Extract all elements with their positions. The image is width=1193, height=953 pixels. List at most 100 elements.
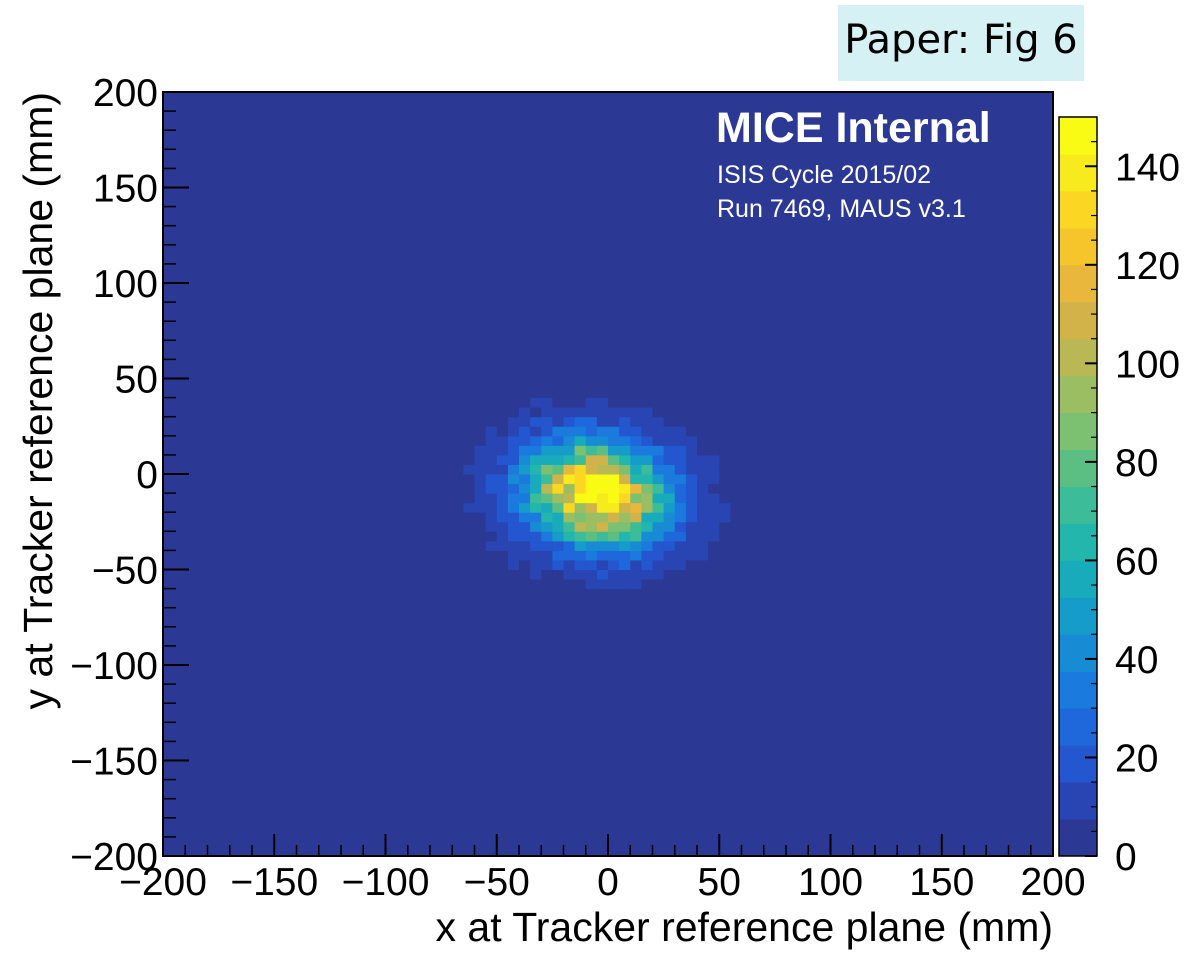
heatmap-cell — [685, 540, 698, 551]
heatmap-cell — [685, 435, 698, 446]
heatmap-cell — [741, 397, 754, 408]
heatmap-cell — [630, 521, 642, 532]
colorbar-segment — [1059, 301, 1097, 340]
colorbar-tick-label: 60 — [1115, 540, 1158, 583]
heatmap-cell — [530, 388, 542, 399]
heatmap-cell — [474, 416, 487, 427]
heatmap-cell — [452, 512, 464, 523]
heatmap-cell — [596, 636, 609, 647]
heatmap-cell — [652, 521, 665, 532]
heatmap-cell — [674, 483, 687, 494]
heatmap-cell — [563, 397, 576, 408]
heatmap-cell — [452, 493, 464, 504]
heatmap-cell — [752, 483, 765, 494]
heatmap-cell — [519, 397, 531, 408]
heatmap-cell — [630, 464, 642, 475]
heatmap-cell — [619, 559, 631, 570]
heatmap-cell — [463, 502, 475, 513]
heatmap-cell — [652, 426, 665, 437]
heatmap-cell — [663, 550, 676, 561]
heatmap-cell — [485, 407, 498, 418]
heatmap-cell — [563, 569, 576, 580]
heatmap-cell — [541, 531, 553, 542]
heatmap-cell — [774, 445, 787, 456]
heatmap-cell — [474, 521, 487, 532]
heatmap-cell — [730, 493, 742, 504]
heatmap-cell — [641, 416, 653, 427]
heatmap-cell — [596, 598, 609, 609]
heatmap-cell — [552, 579, 564, 590]
heatmap-cell — [641, 550, 653, 561]
heatmap-cell — [619, 502, 631, 513]
heatmap-cell — [463, 388, 475, 399]
heatmap-cell — [418, 435, 431, 446]
heatmap-cell — [585, 569, 598, 580]
heatmap-cell — [463, 378, 475, 389]
heatmap-cells — [396, 349, 787, 647]
heatmap-cell — [585, 493, 598, 504]
heatmap-cell — [485, 531, 498, 542]
heatmap-cell — [652, 626, 665, 637]
heatmap-cell — [674, 531, 687, 542]
heatmap-cell — [630, 416, 642, 427]
heatmap-cell — [652, 502, 665, 513]
colorbar-tick-label: 0 — [1115, 836, 1137, 879]
heatmap-cell — [563, 550, 576, 561]
heatmap-cell — [452, 397, 464, 408]
heatmap-cell — [730, 435, 742, 446]
y-tick-label: 200 — [93, 72, 158, 115]
heatmap-cell — [574, 454, 587, 465]
heatmap-cell — [541, 569, 553, 580]
heatmap-cell — [552, 531, 564, 542]
heatmap-cell — [697, 474, 709, 485]
colorbar-tick-label: 120 — [1115, 245, 1180, 288]
heatmap-cell — [496, 435, 509, 446]
heatmap-cell — [507, 502, 520, 513]
heatmap-cell — [630, 550, 642, 561]
heatmap-cell — [619, 483, 631, 494]
heatmap-cell — [530, 435, 542, 446]
y-tick-label: −150 — [70, 741, 158, 784]
heatmap-cell — [485, 559, 498, 570]
heatmap-cell — [552, 521, 564, 532]
heatmap-cell — [641, 559, 653, 570]
heatmap-cell — [574, 407, 587, 418]
heatmap-cell — [685, 579, 698, 590]
heatmap-cell — [663, 531, 676, 542]
heatmap-cell — [674, 559, 687, 570]
heatmap-cell — [530, 445, 542, 456]
heatmap-cell — [452, 454, 464, 465]
heatmap-cell — [463, 579, 475, 590]
heatmap-cell — [641, 540, 653, 551]
x-tick-label: −100 — [342, 861, 430, 904]
heatmap-cell — [396, 502, 409, 513]
heatmap-cell — [641, 521, 653, 532]
heatmap-cell — [596, 426, 609, 437]
heatmap-cell — [685, 407, 698, 418]
heatmap-cell — [641, 569, 653, 580]
heatmap-cell — [552, 559, 564, 570]
heatmap-cell — [719, 521, 731, 532]
heatmap-cell — [641, 388, 653, 399]
heatmap-cell — [474, 550, 487, 561]
heatmap-cell — [608, 598, 620, 609]
heatmap-cell — [596, 531, 609, 542]
heatmap-cell — [730, 483, 742, 494]
heatmap-cell — [507, 416, 520, 427]
heatmap-cell — [719, 416, 731, 427]
heatmap-cell — [585, 407, 598, 418]
heatmap-cell — [463, 426, 475, 437]
heatmap-cell — [407, 502, 420, 513]
heatmap-cell — [530, 454, 542, 465]
colorbar-segment — [1059, 819, 1097, 857]
heatmap-cell — [708, 445, 720, 456]
heatmap-cell — [507, 445, 520, 456]
heatmap-cell — [619, 378, 631, 389]
heatmap-cell — [485, 368, 498, 379]
colorbar-segment — [1059, 153, 1097, 192]
heatmap-cell — [563, 435, 576, 446]
heatmap-cell — [496, 416, 509, 427]
heatmap-cell — [741, 474, 754, 485]
heatmap-cell — [663, 512, 676, 523]
heatmap-cell — [630, 426, 642, 437]
